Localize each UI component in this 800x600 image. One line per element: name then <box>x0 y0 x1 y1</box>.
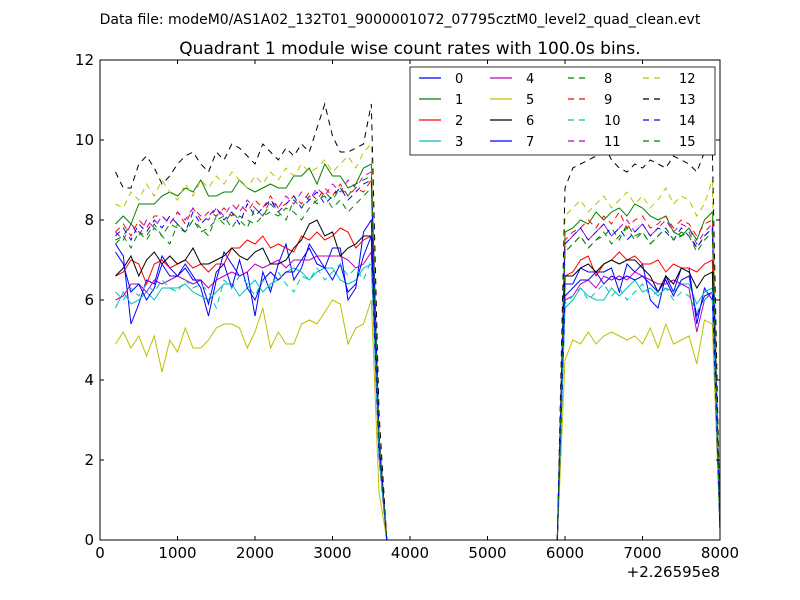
legend-label-7: 7 <box>526 135 534 150</box>
legend-label-5: 5 <box>526 93 534 108</box>
series-line-15 <box>115 175 721 541</box>
x-offset-label: +2.26595e8 <box>627 563 720 581</box>
legend-label-1: 1 <box>455 93 463 108</box>
y-tick-label: 0 <box>84 531 94 549</box>
legend-label-2: 2 <box>455 114 463 129</box>
legend-label-12: 12 <box>679 72 696 87</box>
y-tick-label: 10 <box>75 131 94 149</box>
legend-label-14: 14 <box>679 114 696 129</box>
x-tick-label: 5000 <box>468 544 506 562</box>
x-tick-label: 8000 <box>701 544 739 562</box>
legend-label-3: 3 <box>455 135 463 150</box>
legend-label-6: 6 <box>526 114 534 129</box>
x-tick-label: 4000 <box>391 544 429 562</box>
y-tick-label: 6 <box>84 291 94 309</box>
suptitle: Data file: modeM0/AS1A02_132T01_90000010… <box>100 12 701 28</box>
x-tick-label: 3000 <box>313 544 351 562</box>
x-tick-label: 0 <box>95 544 105 562</box>
legend-label-8: 8 <box>604 72 612 87</box>
y-tick-label: 2 <box>84 451 94 469</box>
legend-label-9: 9 <box>604 93 612 108</box>
x-tick-label: 2000 <box>236 544 274 562</box>
x-tick-label: 1000 <box>158 544 196 562</box>
legend-label-0: 0 <box>455 72 463 87</box>
ticks-layer: 0 1000 2000 3000 4000 5000 6000 7000 80000246810… <box>75 51 739 562</box>
y-tick-label: 4 <box>84 371 94 389</box>
y-tick-label: 12 <box>75 51 94 69</box>
x-tick-label: 6000 <box>546 544 584 562</box>
series-line-8 <box>115 186 721 541</box>
x-tick-label: 7000 <box>623 544 661 562</box>
legend-label-13: 13 <box>679 93 696 108</box>
series-line-11 <box>115 171 721 541</box>
y-tick-label: 8 <box>84 211 94 229</box>
series-line-12 <box>115 142 721 541</box>
legend-box <box>409 66 716 156</box>
legend-label-11: 11 <box>604 135 621 150</box>
chart-title: Quadrant 1 module wise count rates with … <box>179 39 640 59</box>
legend-label-15: 15 <box>679 135 696 150</box>
legend-label-4: 4 <box>526 72 534 87</box>
legend-label-10: 10 <box>604 114 621 129</box>
